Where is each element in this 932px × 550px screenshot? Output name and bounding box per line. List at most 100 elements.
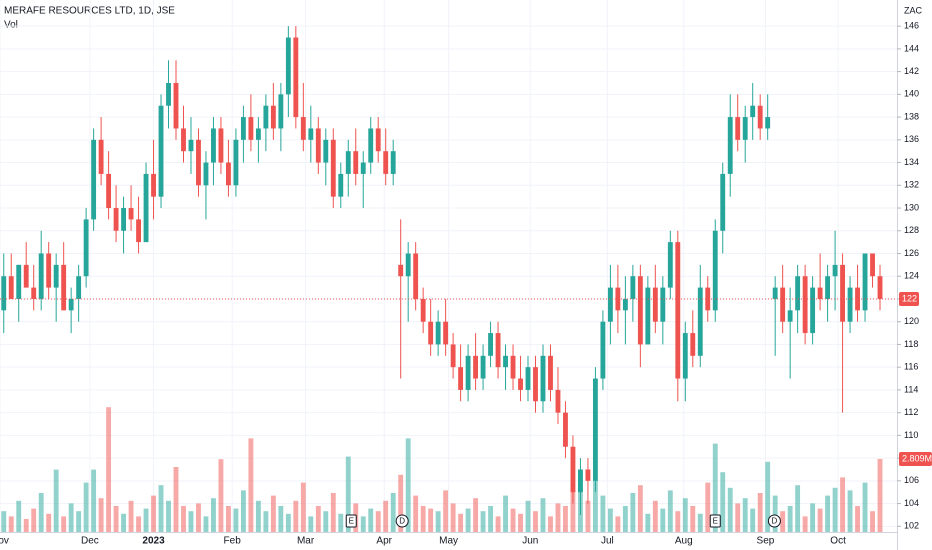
volume-bar [465,508,471,532]
volume-bar [375,511,381,532]
candle-body [121,208,127,231]
volume-bar [255,500,261,532]
candle-body [870,253,875,277]
x-tick-label: Apr [376,536,392,547]
candle-body [173,82,179,129]
candle-body [458,367,464,390]
volume-bar [862,482,868,532]
candle-body [420,298,426,322]
volume-bar [832,487,838,532]
volume-label-box [899,451,932,466]
volume-bar [652,500,658,532]
candle-body [750,105,756,118]
volume-bar [345,456,351,532]
candle-body [503,355,508,368]
candle-body [832,264,838,277]
y-tick-label: 112 [904,407,918,417]
volume-bar [360,516,366,532]
candle-body [345,151,351,174]
candle-body [338,173,344,197]
volume-bar [735,503,741,532]
candle-body [555,389,561,413]
x-tick-label: Aug [675,536,693,547]
candle-body [405,253,411,277]
candle-body [473,355,479,379]
volume-bar [675,511,681,532]
volume-bar [278,506,284,532]
candle-body [548,355,553,390]
candle-body [518,378,523,390]
candle-body [270,105,276,129]
event-marker [767,514,781,528]
volume-bar [233,508,239,532]
candle-body [563,412,568,447]
volume-bar [420,506,426,532]
volume-bar [166,500,171,532]
volume-bar [855,506,860,532]
candle-body [570,446,576,493]
candle-body [705,287,711,311]
x-tick-label: Jun [522,536,538,547]
volume-bar [181,506,186,532]
candle-body [780,287,786,322]
candle-body [682,333,688,379]
candle-body [810,287,816,334]
candle-body [76,276,82,299]
candle-body [16,264,22,299]
candle-body [645,287,651,345]
volume-bar [300,482,306,532]
volume-bar [802,516,808,532]
volume-bar [121,513,127,532]
volume-bar [510,508,516,532]
volume-bar [780,511,786,532]
y-tick-label: 126 [904,248,919,258]
volume-bar [488,506,493,532]
candle-body [765,117,771,129]
candle-body [735,117,741,140]
volume-bar [368,508,374,532]
x-tick-label: Feb [224,536,242,547]
volume-bar [660,508,666,532]
candle-body [368,128,374,163]
y-tick-label: 140 [904,89,919,99]
volume-bar [690,506,696,532]
candle-body [480,355,486,379]
candle-body [637,276,643,345]
candle-body [652,287,658,322]
event-marker [395,514,409,528]
volume-bar [136,516,141,532]
volume-bar [91,469,97,532]
candle-body [428,321,434,345]
volume-bar [825,495,831,532]
y-tick-label: 128 [904,225,919,235]
volume-bar [1,511,7,532]
volume-bar [540,498,546,532]
volume-bar [712,443,718,532]
volume-label: Vol [4,20,18,31]
candle-body [413,253,419,299]
candle-body [248,117,254,140]
candle-body [8,276,14,299]
candle-body [675,242,681,379]
candle-body [255,128,261,140]
candle-body [293,37,299,118]
volume-bar [151,495,156,532]
candle-body [106,173,112,209]
volume-bar [877,458,883,532]
x-tick-label: Nov [0,536,9,547]
candle-body [300,117,306,140]
candle-body [240,117,246,140]
candle-body [450,344,456,368]
volume-bar [757,493,763,532]
volume-bar [607,508,613,532]
volume-last-label: 2.809M [902,453,932,463]
candle-body [203,162,209,186]
event-marker [709,514,721,528]
volume-bar [458,513,464,532]
volume-bar [750,508,756,532]
volume-bar [315,506,321,532]
candle-body [667,242,673,288]
price-label: 122 [902,293,917,303]
candle-body [91,139,97,220]
